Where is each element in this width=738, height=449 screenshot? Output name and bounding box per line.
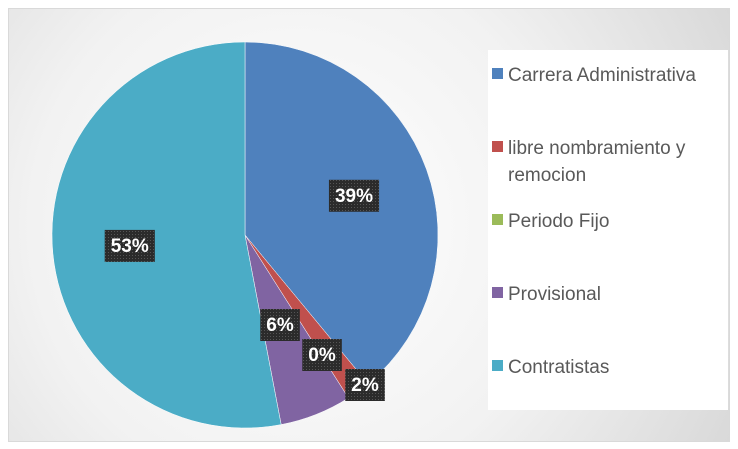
- legend-item: Periodo Fijo: [492, 208, 713, 235]
- data-label-text: 6%: [266, 315, 294, 336]
- data-label-box: [328, 179, 380, 212]
- data-label: 0%: [302, 339, 342, 371]
- legend-label: Carrera Administrativa: [508, 65, 696, 86]
- data-label-box: [302, 339, 342, 371]
- pie-slice: [244, 41, 439, 385]
- data-label-box: [260, 309, 300, 341]
- data-label-text: 2%: [351, 375, 379, 396]
- data-label: 39%: [328, 179, 380, 212]
- legend-swatch: [492, 214, 503, 225]
- legend-item: Provisional: [492, 281, 713, 308]
- legend-item: Contratistas: [492, 354, 713, 381]
- data-label-text: 39%: [335, 186, 373, 207]
- legend-label: Provisional: [508, 284, 601, 305]
- data-label: 53%: [104, 229, 155, 262]
- data-label-text: 0%: [308, 345, 336, 366]
- legend-swatch: [492, 287, 503, 298]
- legend-item: Carrera Administrativa: [492, 62, 713, 89]
- pie-slice: [51, 41, 282, 429]
- data-label-box: [345, 369, 385, 401]
- data-label: 6%: [260, 309, 300, 341]
- legend-swatch: [492, 68, 503, 79]
- data-label-box: [104, 229, 155, 262]
- data-label-text: 53%: [111, 236, 149, 257]
- legend-label: Periodo Fijo: [508, 211, 610, 232]
- legend-swatch: [492, 360, 503, 371]
- legend-item: libre nombramiento y remocion: [492, 135, 713, 189]
- legend-label: Contratistas: [508, 357, 610, 378]
- legend-label: libre nombramiento y remocion: [508, 138, 686, 186]
- legend-swatch: [492, 141, 503, 152]
- data-label: 2%: [345, 369, 385, 401]
- legend: Carrera Administrativa libre nombramiento…: [488, 50, 728, 410]
